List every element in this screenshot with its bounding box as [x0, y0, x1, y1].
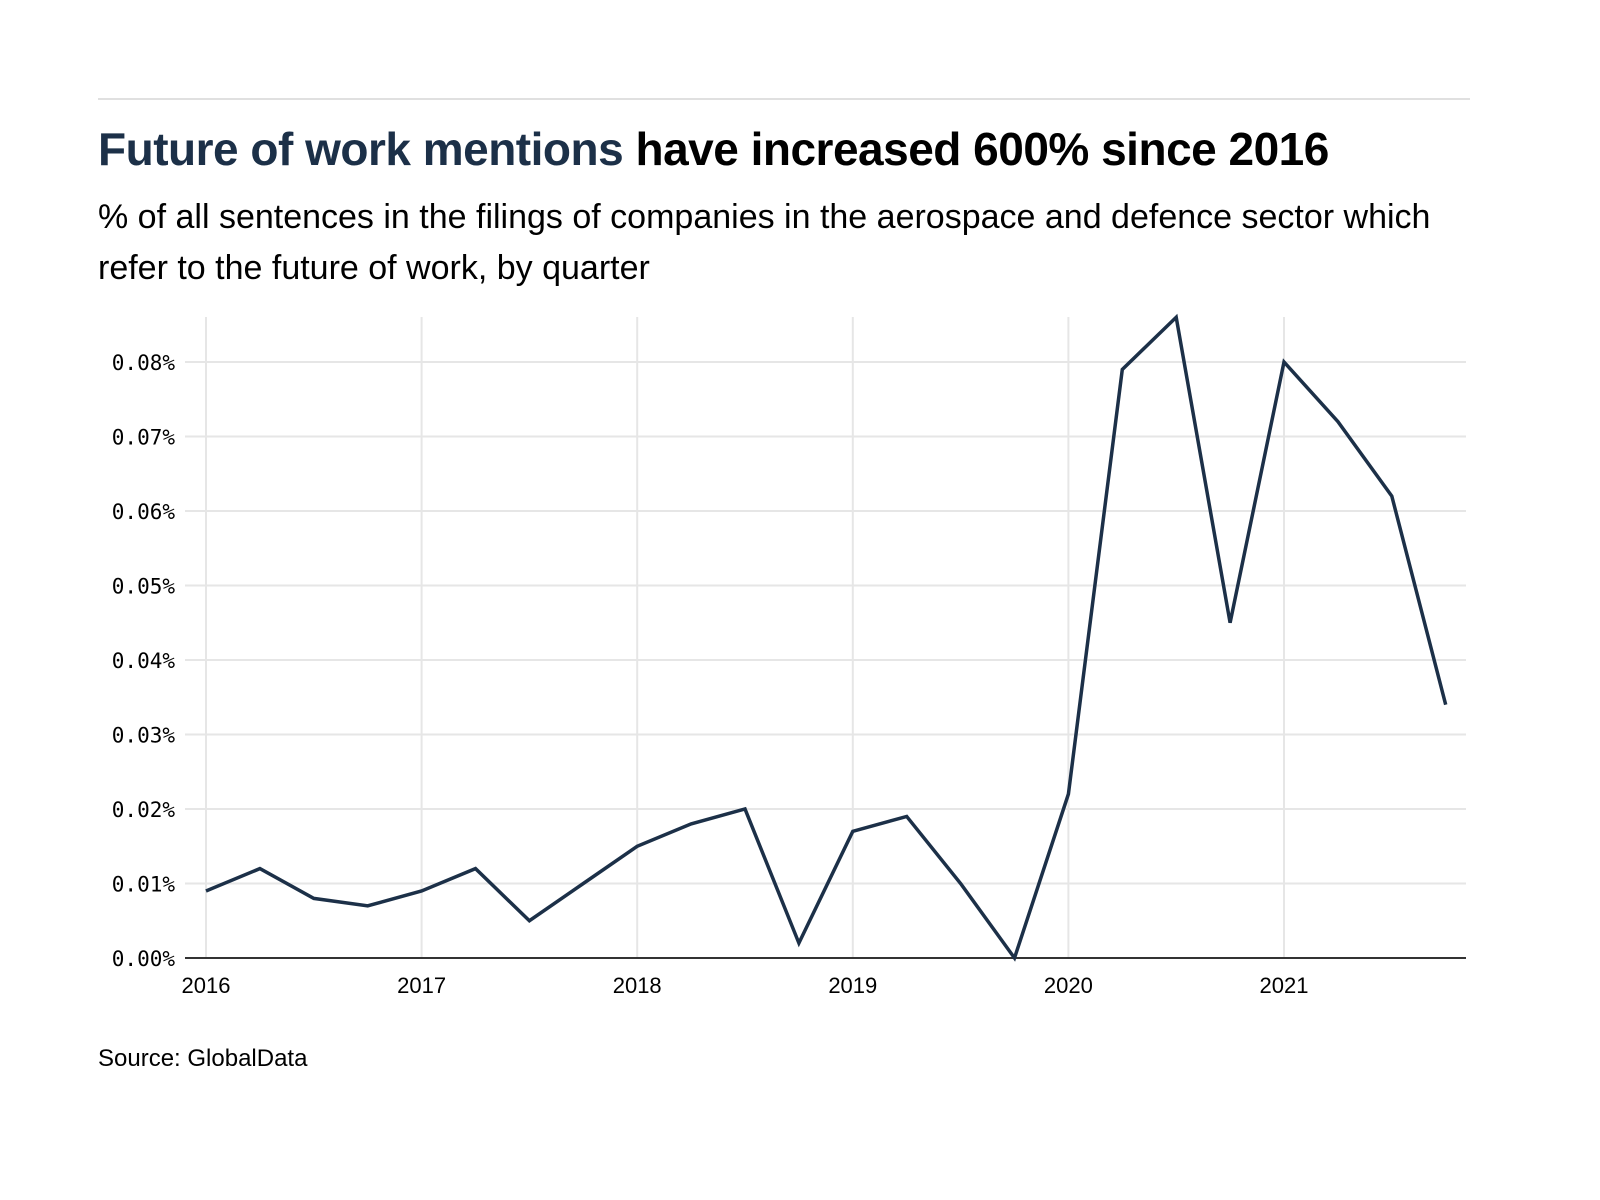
title-highlight: Future of work mentions	[98, 123, 624, 175]
x-tick-label: 2018	[613, 973, 662, 998]
x-tick-label: 2021	[1260, 973, 1309, 998]
top-divider	[98, 98, 1470, 100]
y-tick-label: 0.03%	[112, 724, 176, 748]
series-line	[205, 313, 1448, 962]
source-note: Source: GlobalData	[98, 1045, 308, 1072]
chart-subtitle: % of all sentences in the filings of com…	[98, 198, 1431, 287]
x-tick-label: 2020	[1044, 973, 1093, 998]
y-tick-label: 0.02%	[112, 798, 176, 822]
chart-title: Future of work mentions have increased 6…	[98, 122, 1329, 176]
y-tick-label: 0.01%	[112, 873, 176, 897]
y-tick-label: 0.06%	[112, 500, 176, 524]
y-tick-label: 0.00%	[112, 947, 176, 971]
x-tick-label: 2016	[182, 973, 231, 998]
y-tick-label: 0.05%	[112, 575, 176, 599]
title-rest: have increased 600% since 2016	[623, 123, 1329, 175]
y-tick-label: 0.04%	[112, 649, 176, 673]
x-tick-label: 2019	[828, 973, 877, 998]
y-tick-label: 0.08%	[112, 351, 176, 375]
x-tick-label: 2017	[397, 973, 446, 998]
y-tick-label: 0.07%	[112, 426, 176, 450]
